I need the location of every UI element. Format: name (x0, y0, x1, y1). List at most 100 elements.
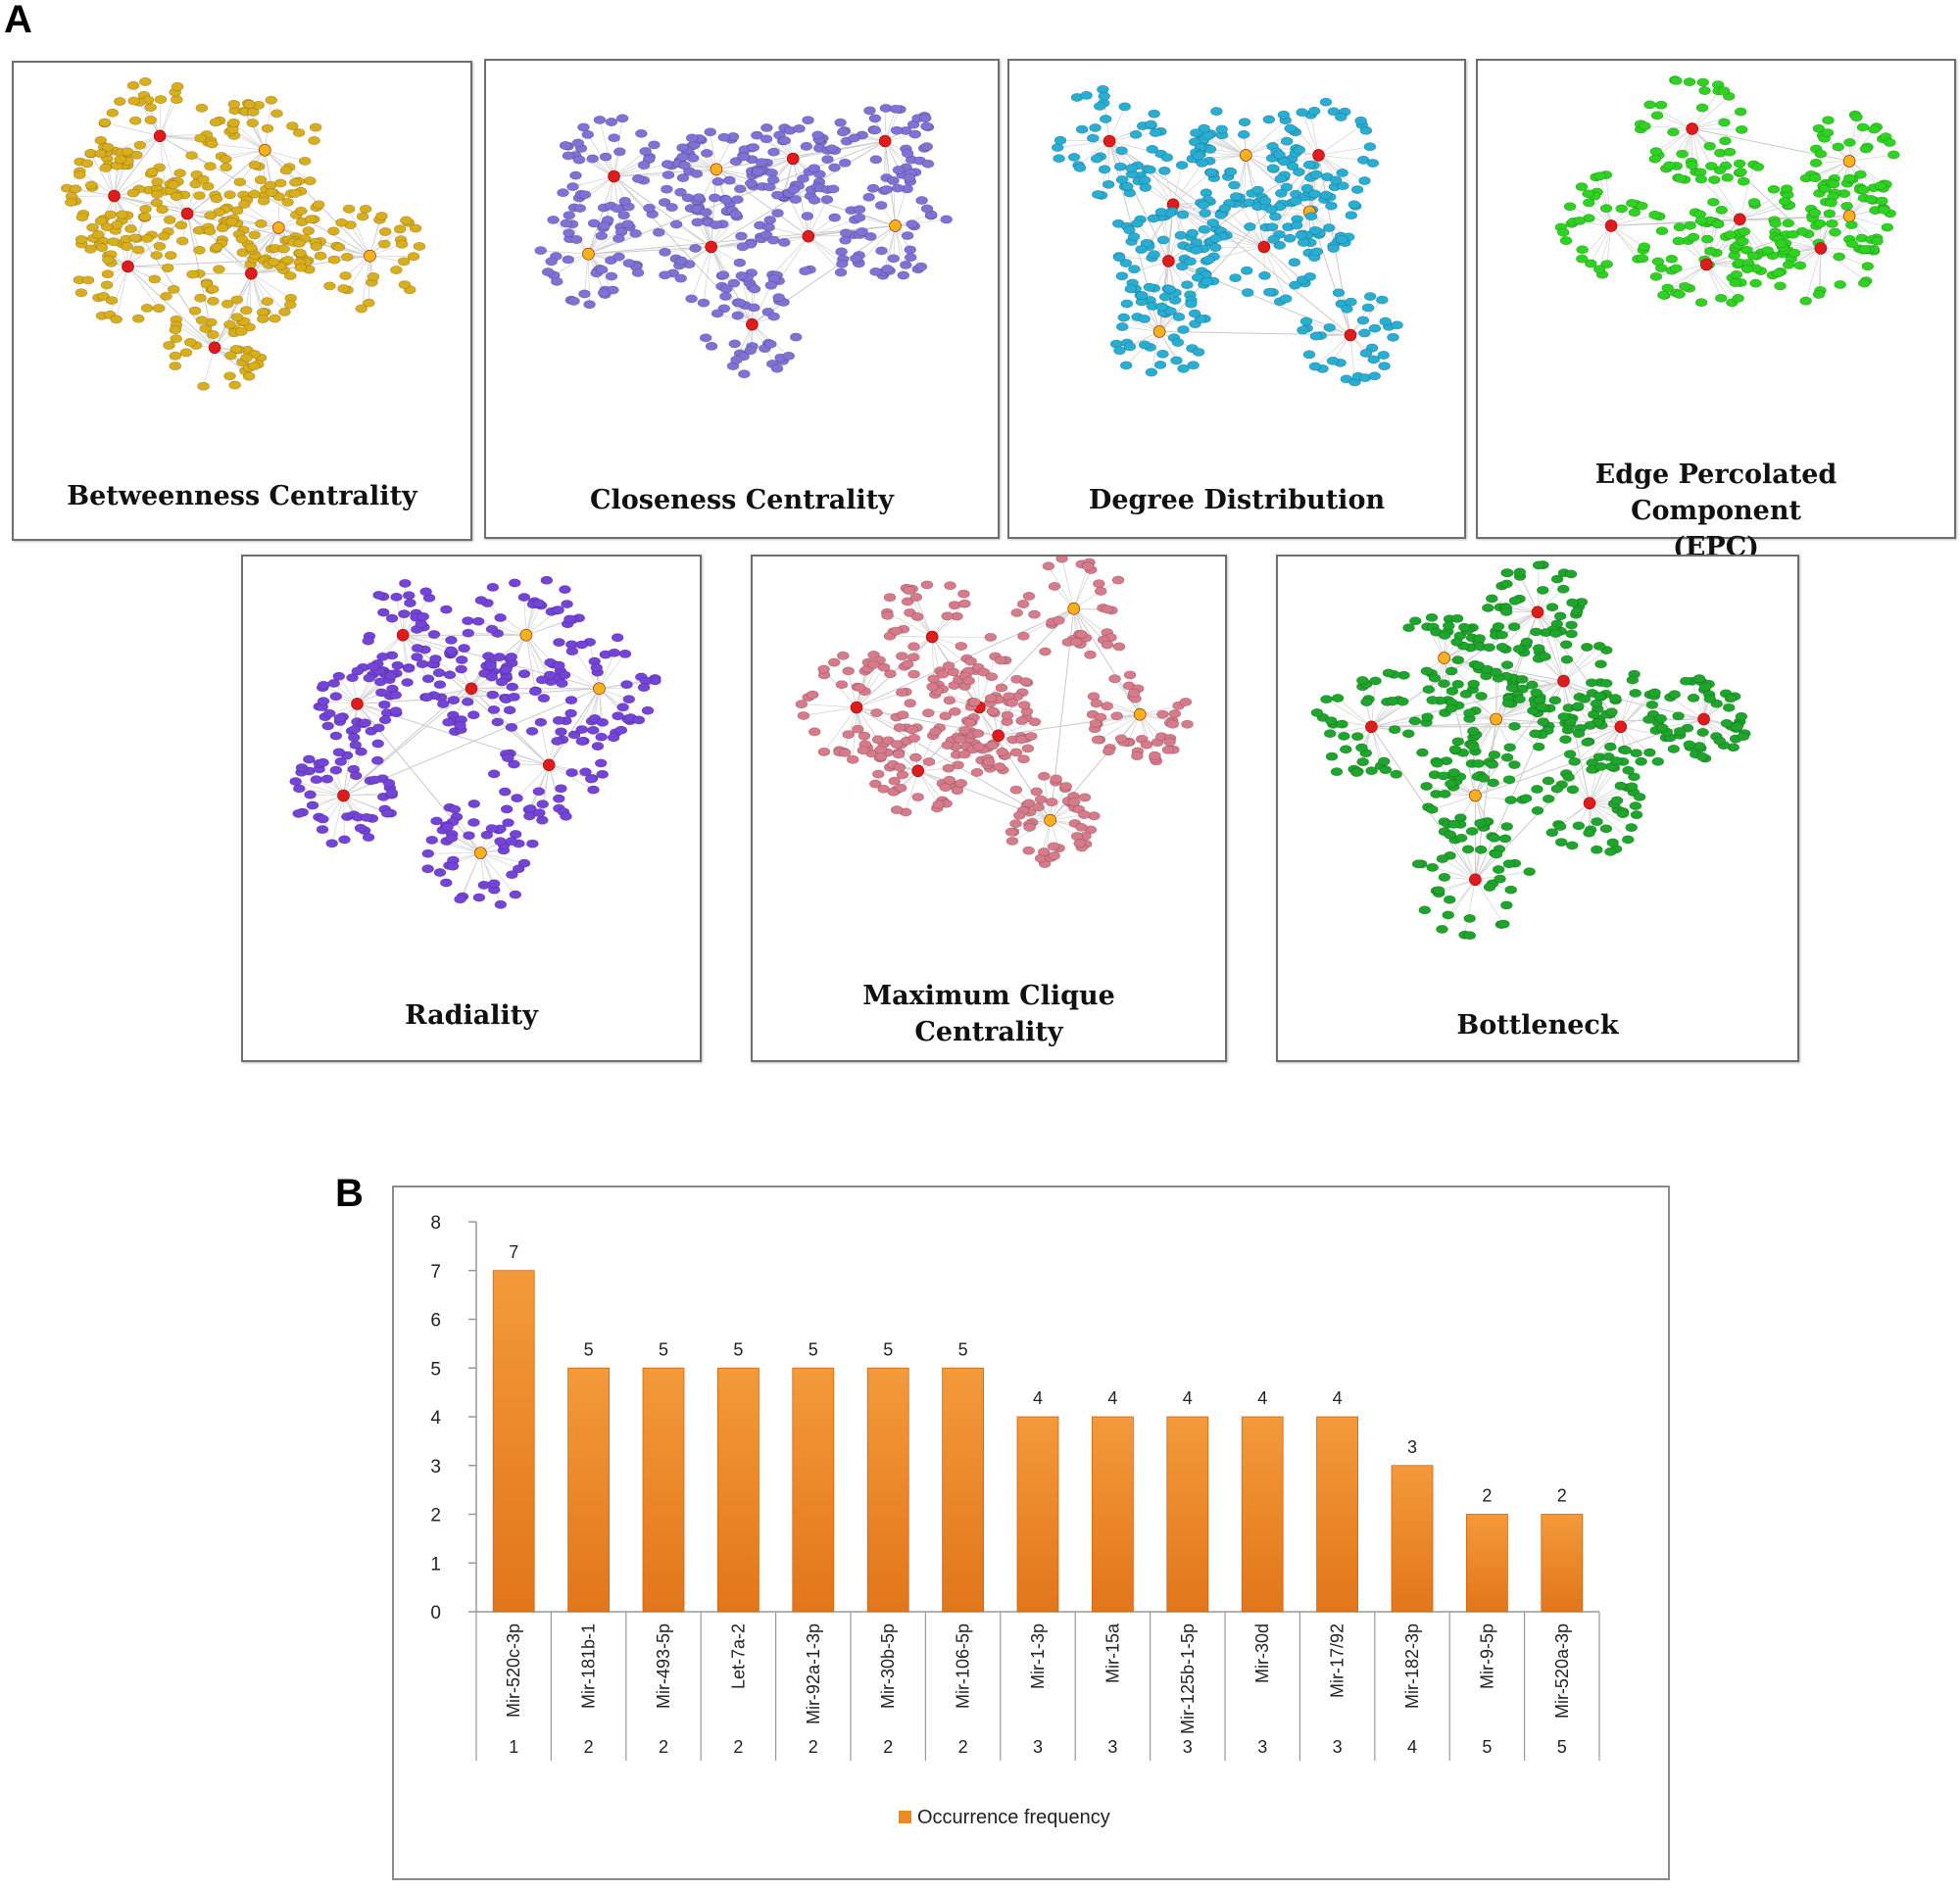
bar (567, 1367, 611, 1613)
data-label: 5 (659, 1339, 668, 1359)
y-tick-label: 8 (430, 1213, 441, 1234)
hub-node (245, 267, 258, 280)
network-panel-bottleneck: Bottleneck (1276, 555, 1799, 1062)
rank-label: 2 (883, 1737, 893, 1757)
y-tick-label: 7 (430, 1262, 441, 1283)
legend-swatch (899, 1811, 911, 1823)
hub-node (992, 729, 1004, 743)
network-panel-betweenness: Betweenness Centrality (12, 61, 472, 541)
hub-node (542, 758, 556, 772)
rank-label: 3 (1333, 1737, 1343, 1757)
hub-node (710, 163, 723, 176)
hub-node (396, 628, 410, 642)
bar (642, 1367, 685, 1613)
category-label: Mir-106-5p (954, 1623, 973, 1709)
hub-node (108, 189, 121, 203)
network-title: Bottleneck (1456, 1010, 1619, 1041)
hub-node (1699, 258, 1713, 271)
network-nodes (60, 76, 426, 391)
hub-node (1697, 712, 1710, 726)
network-title: Maximum Clique Centrality (862, 981, 1115, 1047)
data-label: 5 (958, 1339, 968, 1359)
rank-label: 2 (659, 1737, 668, 1757)
network-graph (289, 575, 662, 909)
hub-node (122, 260, 134, 273)
hub-node (1162, 255, 1175, 267)
network-graph (60, 76, 426, 391)
hub-node (911, 764, 924, 778)
data-label: 5 (733, 1339, 743, 1359)
network-title: Degree Distribution (1088, 485, 1386, 515)
data-label: 4 (1333, 1388, 1343, 1408)
category-label: Mir-92a-1-3p (804, 1623, 823, 1724)
y-tick-label: 2 (430, 1506, 441, 1527)
data-label: 3 (1407, 1437, 1417, 1457)
hub-node (1842, 155, 1856, 168)
y-tick-label: 5 (430, 1359, 441, 1380)
network-title: Betweenness Centrality (67, 481, 417, 511)
network-title: Radiality (405, 1000, 538, 1031)
hub-node (474, 847, 487, 859)
hub-node (1557, 674, 1570, 688)
hub-node (153, 129, 167, 143)
network-nodes (1554, 75, 1900, 308)
hub-node (1583, 797, 1596, 810)
bar-chart: 0 1 2 3 4 5 6 7 8 7 Mir-520c-3p 1 5 Mir-181b-1 2 5 Mir-4… (430, 1213, 1600, 1828)
data-label: 7 (509, 1242, 518, 1262)
rank-label: 2 (733, 1737, 743, 1757)
bar (1016, 1416, 1059, 1613)
hub-node (1257, 240, 1271, 254)
hub-node (519, 628, 533, 642)
network-graph (1554, 75, 1900, 308)
category-label: Mir-30d (1252, 1623, 1272, 1683)
bar (942, 1367, 984, 1613)
network-nodes (1051, 84, 1403, 387)
data-label: 5 (584, 1339, 594, 1359)
network-graph (1310, 560, 1751, 941)
rank-label: 1 (509, 1737, 518, 1757)
rank-label: 4 (1407, 1737, 1417, 1757)
data-label: 4 (1257, 1388, 1267, 1408)
hub-node (705, 240, 717, 254)
bar (1316, 1416, 1358, 1613)
bar (1092, 1416, 1134, 1613)
network-panel-closeness: Closeness Centrality (484, 59, 1000, 539)
hub-node (608, 170, 620, 183)
hub-node (1531, 606, 1544, 619)
category-label: Mir-15a (1102, 1623, 1122, 1683)
hub-node (878, 134, 892, 148)
network-nodes (795, 557, 1194, 868)
hub-node (208, 341, 221, 355)
network-panel-epc: Edge Percolated Component (EPC) (1476, 59, 1956, 562)
hub-node (850, 701, 863, 714)
bar (716, 1367, 760, 1613)
rank-label: 5 (1557, 1737, 1567, 1757)
rank-label: 5 (1482, 1737, 1492, 1757)
hub-node (337, 789, 350, 802)
hub-node (258, 143, 271, 157)
network-graph (795, 557, 1194, 868)
hub-node (1733, 213, 1746, 226)
category-label: Mir-520a-3p (1552, 1623, 1572, 1719)
network-panel-radiality: Radiality (241, 555, 702, 1062)
category-label: Mir-493-5p (654, 1623, 673, 1709)
hub-node (1102, 134, 1116, 148)
hub-node (582, 247, 595, 261)
category-label: Mir-1-3p (1028, 1623, 1048, 1689)
hub-node (786, 152, 800, 166)
data-label: 2 (1482, 1486, 1492, 1506)
y-tick-label: 0 (430, 1603, 441, 1623)
hub-node (925, 630, 939, 644)
hub-node (1614, 720, 1628, 734)
bar (866, 1367, 909, 1613)
hub-node (1438, 652, 1450, 664)
hub-node (593, 682, 606, 696)
category-label: Mir-17/92 (1328, 1623, 1348, 1698)
data-label: 4 (1033, 1388, 1043, 1408)
rank-label: 3 (1257, 1737, 1267, 1757)
hub-node (1067, 602, 1081, 615)
network-graph (1051, 84, 1403, 387)
legend-label: Occurrence frequency (917, 1807, 1110, 1828)
hub-node (802, 229, 815, 243)
rank-label: 2 (958, 1737, 968, 1757)
